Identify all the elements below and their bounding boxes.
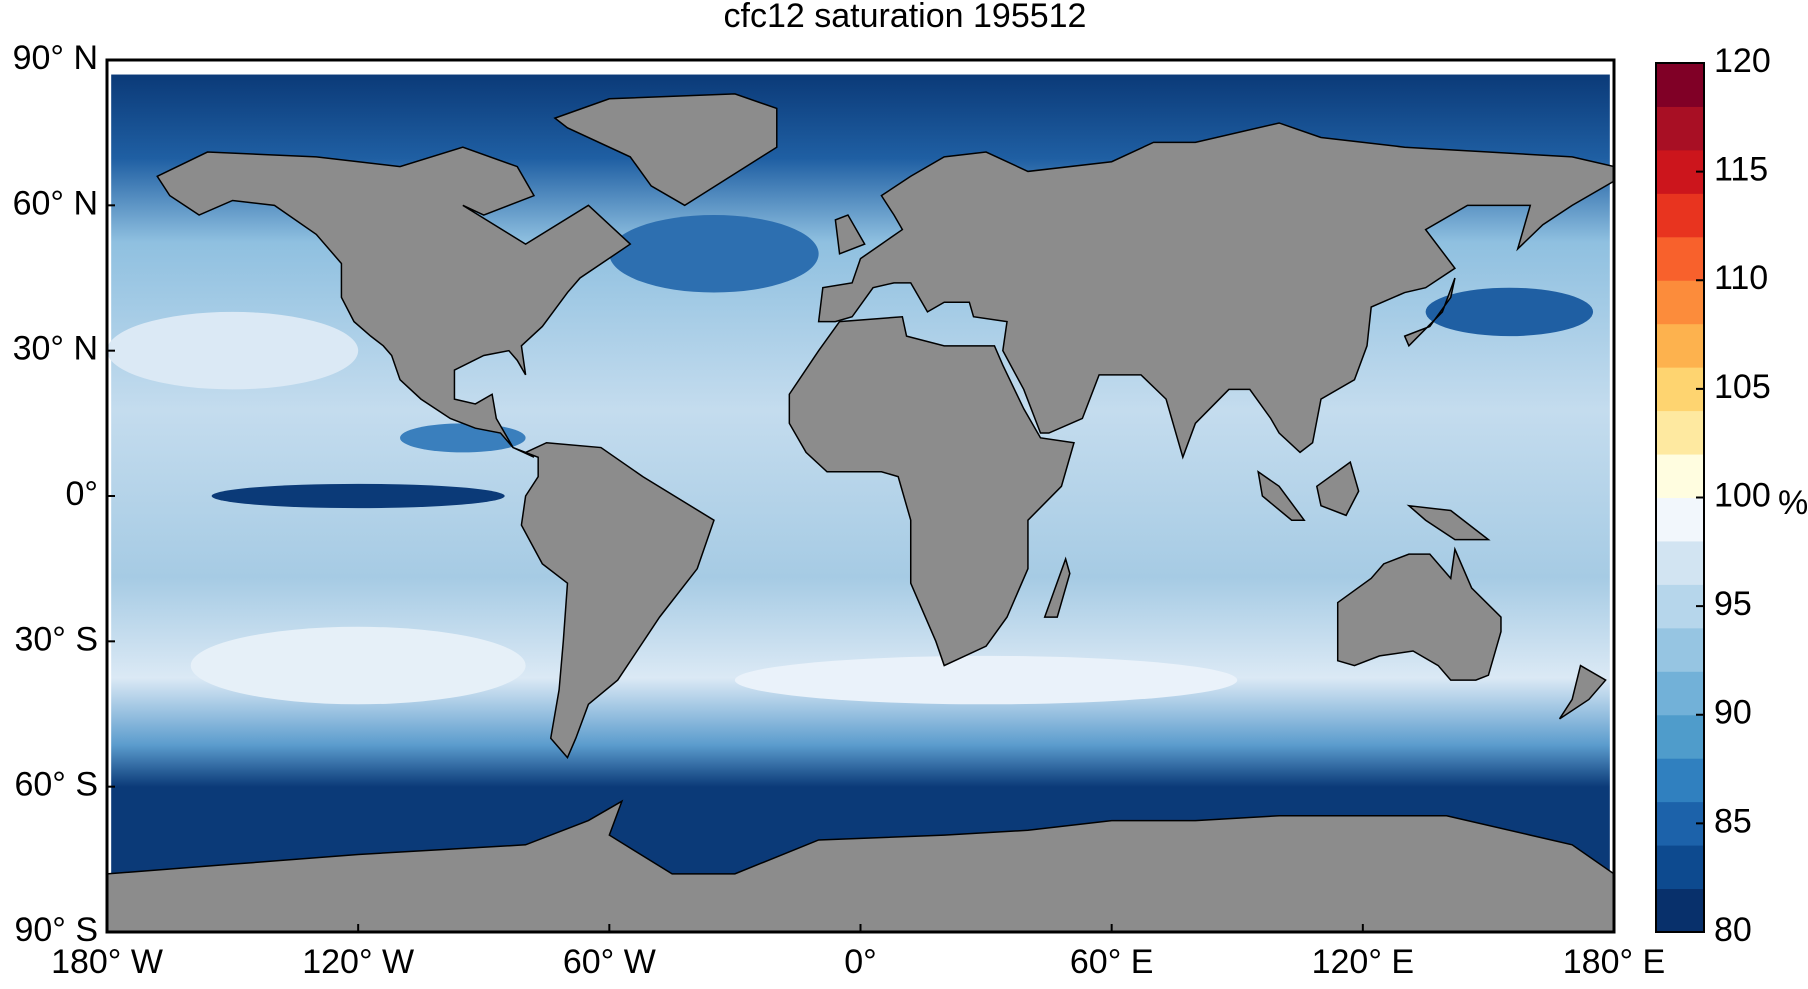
colorbar-segment	[1656, 497, 1704, 542]
colorbar-segment	[1656, 280, 1704, 325]
sumatra	[1258, 472, 1304, 520]
ocean-feature	[107, 311, 359, 390]
ocean-feature	[1425, 287, 1594, 337]
colorbar-label: %	[1778, 484, 1808, 522]
y-tick-label: 90° S	[14, 911, 98, 949]
japan	[1405, 278, 1455, 346]
y-tick-label: 30° S	[14, 620, 98, 658]
colorbar-segment	[1656, 63, 1704, 107]
colorbar-segment	[1656, 845, 1704, 890]
colorbar-segment	[1656, 540, 1704, 585]
colorbar: 80 85 90 95 100 105 110 115 120	[1656, 42, 1771, 949]
colorbar-tick-label: 110	[1714, 259, 1768, 297]
africa	[789, 317, 1074, 666]
x-tick-label: 120° E	[1312, 943, 1414, 981]
new-zealand	[1560, 666, 1606, 719]
y-tick-label: 0°	[65, 475, 98, 513]
madagascar	[1045, 559, 1070, 617]
ocean-feature	[609, 215, 819, 293]
new-guinea	[1409, 506, 1489, 540]
antarctica	[107, 801, 1614, 932]
continents	[107, 94, 1614, 932]
colorbar-tick-label: 120	[1714, 42, 1771, 80]
y-tick-label: 90° N	[13, 39, 98, 77]
chart-title: cfc12 saturation 195512	[724, 0, 1087, 35]
colorbar-segment	[1656, 410, 1704, 455]
colorbar-segment	[1656, 106, 1704, 151]
x-tick-label: 120° W	[302, 943, 414, 981]
colorbar-segment	[1656, 714, 1704, 759]
south-america	[521, 443, 714, 758]
colorbar-tick-label: 105	[1714, 368, 1771, 406]
y-tick-label: 30° N	[13, 330, 98, 368]
eurasia	[819, 123, 1614, 457]
y-tick-label: 60° N	[13, 184, 98, 222]
colorbar-segment	[1656, 236, 1704, 281]
ocean-feature	[190, 626, 526, 705]
colorbar-segment	[1656, 888, 1704, 933]
colorbar-tick-label: 80	[1714, 911, 1752, 949]
x-tick-label: 180° E	[1563, 943, 1665, 981]
colorbar-segment	[1656, 671, 1704, 716]
ocean-feature	[211, 483, 505, 509]
x-tick-label: 60° W	[563, 943, 656, 981]
y-tick-label: 60° S	[14, 766, 98, 804]
colorbar-tick-label: 85	[1714, 802, 1752, 840]
map	[107, 60, 1614, 932]
britain	[835, 215, 864, 254]
colorbar-segment	[1656, 193, 1704, 238]
colorbar-segment	[1656, 758, 1704, 803]
borneo	[1317, 462, 1359, 515]
colorbar-segment	[1656, 454, 1704, 498]
x-tick-label: 0°	[844, 943, 877, 981]
x-tick-label: 60° E	[1070, 943, 1154, 981]
x-tick-label: 180° W	[51, 943, 163, 981]
colorbar-segment	[1656, 323, 1704, 368]
greenland	[555, 94, 777, 205]
colorbar-tick-label: 95	[1714, 585, 1752, 623]
colorbar-tick-label: 100	[1714, 476, 1771, 514]
colorbar-frame	[1655, 62, 1705, 933]
north-america	[157, 147, 630, 457]
colorbar-segment	[1656, 627, 1704, 672]
colorbar-tick-label: 115	[1714, 151, 1768, 189]
colorbar-tick-label: 90	[1714, 694, 1752, 732]
ocean-feature	[734, 655, 1238, 705]
australia	[1338, 549, 1501, 680]
